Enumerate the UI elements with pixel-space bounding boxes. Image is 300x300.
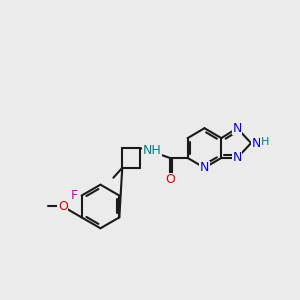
Text: N: N xyxy=(232,122,242,135)
Text: F: F xyxy=(71,189,78,202)
Text: O: O xyxy=(165,173,175,186)
Text: H: H xyxy=(261,137,269,147)
Text: N: N xyxy=(200,161,209,174)
Text: O: O xyxy=(58,200,68,213)
Text: NH: NH xyxy=(142,145,161,158)
Text: N: N xyxy=(232,152,242,164)
Text: N: N xyxy=(251,136,261,150)
